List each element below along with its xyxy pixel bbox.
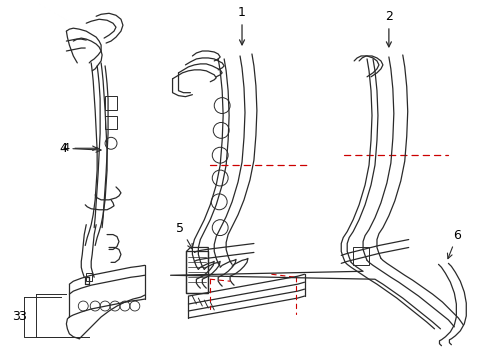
Text: 4: 4	[60, 142, 101, 155]
Bar	[352, 247, 368, 265]
Text: 4: 4	[62, 143, 97, 153]
Text: 6: 6	[447, 229, 460, 258]
Bar	[105, 96, 117, 109]
Text: 5: 5	[176, 221, 192, 249]
Text: 3: 3	[18, 310, 25, 323]
Text: 3: 3	[12, 310, 20, 323]
Bar	[86, 273, 92, 281]
Bar	[186, 251, 208, 293]
Bar	[105, 116, 117, 129]
Text: 1: 1	[238, 6, 245, 45]
Text: 2: 2	[384, 10, 392, 47]
